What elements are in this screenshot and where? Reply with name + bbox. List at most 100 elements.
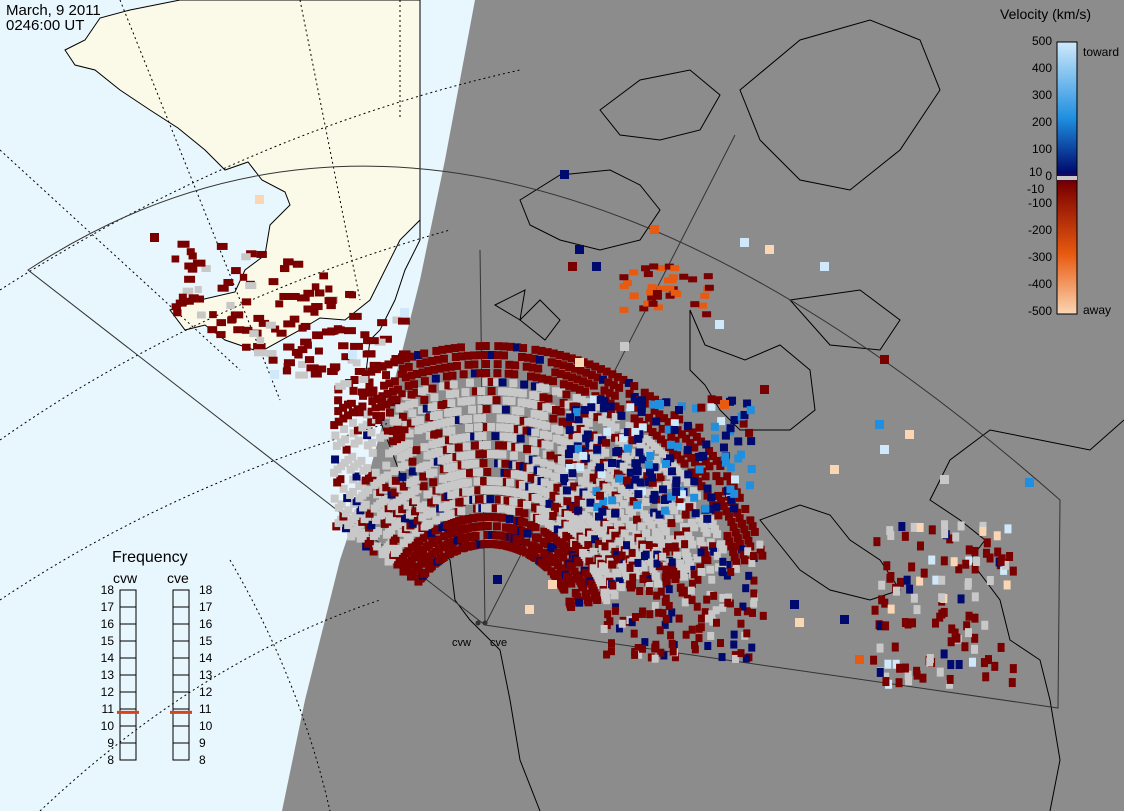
velocity-cell — [464, 360, 473, 369]
velocity-cell — [279, 292, 292, 300]
velocity-cell — [551, 424, 560, 433]
velocity-cell — [537, 402, 546, 411]
velocity-cell — [341, 353, 350, 361]
velocity-cell — [697, 482, 706, 491]
velocity-cell — [876, 621, 884, 631]
velocity-cell — [734, 437, 743, 446]
velocity-cell — [371, 468, 380, 477]
velocity-cell — [565, 381, 574, 390]
velocity-cell — [291, 348, 300, 356]
velocity-cell — [726, 424, 735, 433]
radar-site-marker-cve — [482, 620, 488, 626]
velocity-cell — [447, 426, 456, 435]
velocity-cell — [428, 440, 437, 449]
velocity-cell — [570, 383, 579, 392]
velocity-cell — [940, 649, 948, 659]
velocity-cell — [349, 487, 358, 496]
velocity-cell — [618, 619, 626, 628]
velocity-cell — [390, 418, 402, 426]
velocity-cell — [523, 529, 532, 538]
velocity-cell — [418, 368, 427, 377]
velocity-cell — [611, 423, 620, 432]
velocity-cell — [499, 441, 508, 450]
velocity-cell — [875, 420, 884, 429]
velocity-cell — [873, 537, 881, 547]
velocity-cell — [327, 327, 339, 335]
velocity-cell — [543, 348, 552, 357]
velocity-cell — [591, 535, 600, 544]
velocity-tick-label: -200 — [1027, 223, 1052, 237]
velocity-cell — [611, 606, 619, 615]
velocity-cell — [413, 516, 422, 525]
velocity-cell — [712, 456, 721, 465]
frequency-tick-label-left: 12 — [100, 685, 114, 699]
velocity-cell — [478, 423, 487, 432]
velocity-cell — [188, 252, 197, 260]
velocity-cell — [334, 396, 343, 405]
velocity-cell — [428, 384, 437, 393]
velocity-cell — [465, 487, 474, 496]
velocity-cell — [683, 421, 692, 430]
velocity-cell — [655, 608, 663, 617]
velocity-cell — [457, 352, 466, 361]
velocity-cell — [707, 402, 716, 411]
velocity-cell — [703, 514, 712, 523]
velocity-cell — [695, 452, 704, 461]
velocity-cell — [477, 396, 486, 405]
velocity-cell — [346, 399, 356, 407]
velocity-cell — [375, 417, 383, 425]
velocity-cell — [710, 547, 718, 556]
velocity-cell — [310, 308, 319, 316]
velocity-cell — [383, 471, 392, 480]
velocity-cell — [953, 633, 961, 643]
velocity-cell — [432, 420, 441, 429]
velocity-cell — [624, 574, 633, 583]
velocity-cell — [582, 398, 591, 407]
velocity-cell — [630, 544, 639, 553]
velocity-cell — [645, 392, 654, 401]
velocity-cell — [523, 353, 532, 362]
velocity-cell — [471, 531, 480, 540]
velocity-cell — [414, 426, 423, 435]
velocity-cell — [603, 427, 612, 436]
velocity-cell — [408, 352, 417, 361]
velocity-cell — [649, 494, 658, 503]
velocity-cell — [511, 361, 520, 370]
velocity-tick-label: 100 — [1031, 142, 1052, 156]
velocity-cell — [710, 591, 718, 600]
velocity-cell — [677, 490, 686, 499]
velocity-cell — [411, 507, 420, 516]
velocity-cell — [964, 578, 972, 588]
velocity-cell — [671, 547, 680, 556]
velocity-cell — [707, 631, 715, 640]
velocity-cell — [980, 658, 988, 668]
velocity-cell — [531, 446, 540, 455]
velocity-cell — [340, 380, 352, 388]
velocity-cell — [656, 264, 666, 271]
velocity-cell — [910, 593, 918, 603]
velocity-cell — [605, 389, 614, 398]
velocity-cell — [880, 445, 889, 454]
velocity-cell — [649, 263, 659, 270]
velocity-cell — [584, 598, 593, 607]
velocity-cell — [596, 463, 605, 472]
velocity-cell — [756, 540, 764, 549]
velocity-cell — [470, 441, 479, 450]
velocity-cell — [616, 509, 625, 518]
velocity-cell — [368, 448, 377, 457]
velocity-cell — [381, 410, 390, 419]
velocity-cell — [820, 262, 829, 271]
velocity-cell — [449, 499, 458, 508]
velocity-cell — [464, 415, 473, 424]
velocity-cell — [473, 414, 482, 423]
velocity-cell — [589, 441, 598, 450]
velocity-cell — [629, 269, 639, 276]
velocity-cell — [905, 676, 913, 686]
velocity-cell — [543, 469, 552, 478]
velocity-cell — [398, 390, 406, 398]
velocity-cell — [464, 514, 473, 523]
velocity-cell — [701, 608, 709, 617]
velocity-cell — [511, 442, 520, 451]
velocity-cell — [461, 533, 470, 542]
velocity-cell — [604, 378, 613, 387]
